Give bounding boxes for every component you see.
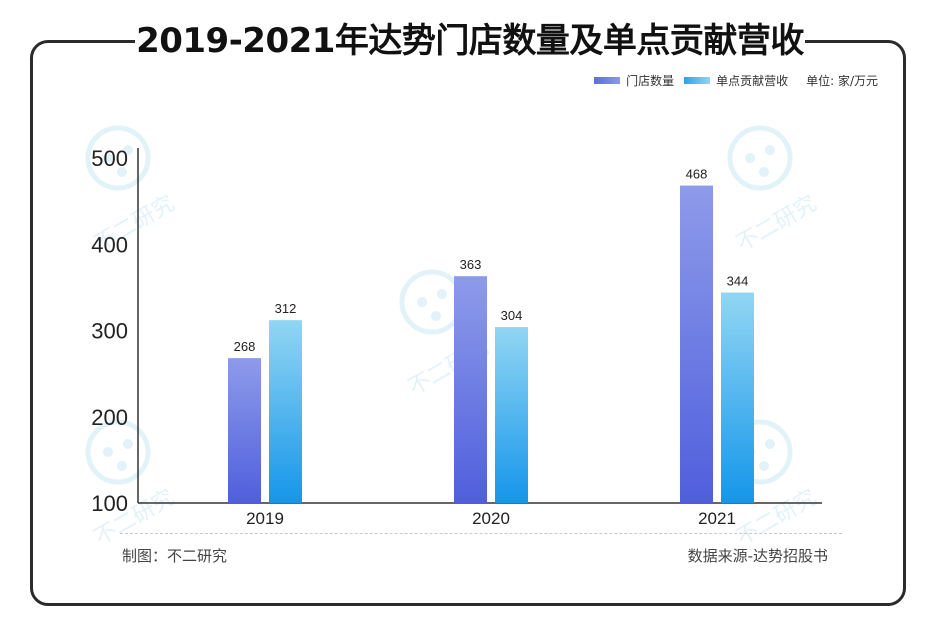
watermark-logo-icon: 不二研究 [85,419,179,542]
footer-divider [120,533,842,534]
legend-item-stores: 门店数量 [594,72,674,89]
y-tick-label: 200 [91,405,128,430]
watermark-logo-icon: 不二研究 [85,125,179,248]
chart-title: 2019-2021年达势门店数量及单点贡献营收 [135,14,805,68]
data-label-stores-2020: 363 [460,257,482,272]
legend-swatch-revenue [684,77,711,84]
unit-label: 单位: 家/万元 [806,74,878,88]
x-tick-label-2019: 2019 [246,509,284,528]
watermark-logo-icon: 不二研究 [727,125,821,248]
legend-label-revenue: 单点贡献营收 [716,74,789,88]
x-tick-label-2021: 2021 [698,509,736,528]
y-tick-label: 100 [91,491,128,516]
data-label-stores-2021: 468 [686,167,708,182]
bar-revenue-2019 [269,320,302,503]
data-label-revenue-2019: 312 [275,301,297,316]
y-tick-label: 500 [91,146,128,171]
x-tick-label-2020: 2020 [472,509,510,528]
bar-stores-2021 [680,185,713,503]
legend-label-stores: 门店数量 [626,74,675,88]
data-label-revenue-2021: 344 [727,274,749,289]
legend: 门店数量 单点贡献营收 单位: 家/万元 [594,72,878,89]
footer-made-by: 制图：不二研究 [122,547,228,565]
bar-revenue-2020 [495,327,528,503]
data-label-stores-2019: 268 [234,339,256,354]
legend-swatch-stores [594,77,621,84]
data-label-revenue-2020: 304 [501,308,523,323]
y-tick-label: 300 [91,319,128,344]
bar-stores-2020 [454,276,487,503]
footer-source: 数据来源-达势招股书 [687,547,828,565]
legend-item-revenue: 单点贡献营收 [684,72,788,89]
y-tick-label: 400 [91,232,128,257]
bar-revenue-2021 [721,292,754,503]
bar-stores-2019 [228,358,261,503]
